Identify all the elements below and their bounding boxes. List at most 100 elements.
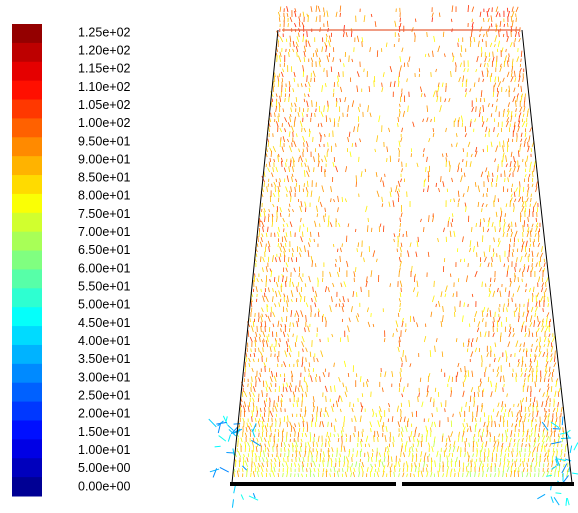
- vector: [524, 142, 525, 147]
- vector: [530, 403, 531, 407]
- vector: [428, 53, 429, 57]
- vector: [304, 296, 305, 302]
- vector: [267, 468, 268, 472]
- vector: [497, 133, 498, 137]
- colorbar-label: 9.00e+01: [78, 152, 131, 166]
- vector: [400, 377, 401, 382]
- vector: [449, 447, 451, 452]
- vector: [480, 222, 481, 227]
- vector: [400, 56, 401, 62]
- vector: [539, 300, 540, 307]
- vector: [477, 242, 478, 247]
- vector: [480, 263, 481, 267]
- vector: [391, 456, 392, 462]
- vector: [324, 68, 325, 72]
- vector: [253, 386, 255, 392]
- vector: [282, 394, 283, 397]
- vector: [337, 471, 338, 477]
- vector: [390, 192, 391, 197]
- vector: [514, 156, 515, 162]
- vector: [484, 257, 486, 262]
- vector: [385, 435, 386, 442]
- vector: [476, 337, 477, 342]
- vector: [289, 204, 290, 207]
- vector: [411, 266, 412, 272]
- vector: [499, 30, 500, 37]
- vector: [526, 201, 527, 207]
- vector: [474, 401, 475, 407]
- vector: [347, 326, 349, 332]
- vector: [516, 459, 517, 462]
- vector: [459, 117, 460, 122]
- vector: [287, 334, 288, 337]
- vector: [309, 362, 310, 367]
- vector: [494, 358, 495, 362]
- vector: [482, 203, 483, 207]
- vector: [302, 112, 303, 117]
- vector: [468, 69, 469, 72]
- vector: [258, 348, 259, 352]
- vector: [476, 106, 477, 112]
- vector: [487, 467, 488, 472]
- vector: [459, 467, 460, 472]
- vector: [537, 252, 538, 257]
- vector: [287, 308, 288, 312]
- vector: [486, 204, 487, 207]
- vector: [382, 425, 383, 432]
- vector: [468, 452, 469, 457]
- vector: [287, 13, 288, 17]
- vector: [460, 259, 461, 262]
- vector: [526, 437, 527, 442]
- vector: [462, 83, 463, 87]
- vector: [523, 267, 524, 272]
- vector: [558, 391, 559, 397]
- vector: [479, 467, 480, 472]
- vector: [355, 267, 356, 272]
- vector: [487, 175, 488, 182]
- vector: [522, 443, 523, 447]
- vector: [333, 283, 334, 287]
- vector: [301, 439, 302, 442]
- vector: [403, 111, 404, 117]
- vector: [438, 238, 439, 242]
- vector: [323, 451, 324, 457]
- colorbar-segment: [12, 345, 42, 364]
- vector: [270, 426, 271, 432]
- vector: [485, 367, 486, 372]
- vector: [301, 310, 303, 317]
- vector: [409, 400, 410, 407]
- vector: [278, 81, 279, 87]
- vector: [314, 468, 315, 472]
- vector: [356, 461, 357, 467]
- vector: [536, 462, 537, 467]
- vector: [428, 252, 429, 257]
- vector: [270, 473, 271, 477]
- vector: [554, 357, 555, 362]
- vector: [399, 298, 400, 302]
- vector: [266, 153, 267, 157]
- vector: [251, 326, 253, 332]
- colorbar-label: 1.50e+01: [78, 425, 131, 439]
- vector: [467, 348, 468, 352]
- vector: [504, 384, 505, 387]
- vector: [485, 331, 486, 337]
- vector: [299, 157, 300, 162]
- vector: [251, 308, 252, 312]
- vector: [340, 98, 341, 102]
- vector: [507, 467, 509, 472]
- vector: [284, 236, 286, 242]
- vector: [393, 200, 394, 207]
- vector: [331, 186, 332, 192]
- vector: [287, 300, 288, 307]
- vector: [390, 66, 392, 72]
- vector: [416, 252, 417, 257]
- vector: [278, 155, 279, 162]
- vector: [533, 447, 535, 452]
- vector: [357, 36, 358, 42]
- vector: [547, 312, 549, 317]
- vector: [294, 78, 295, 82]
- vector: [278, 456, 281, 462]
- colorbar-label: 1.00e+02: [78, 116, 131, 130]
- vector: [539, 342, 540, 347]
- vector: [260, 334, 261, 337]
